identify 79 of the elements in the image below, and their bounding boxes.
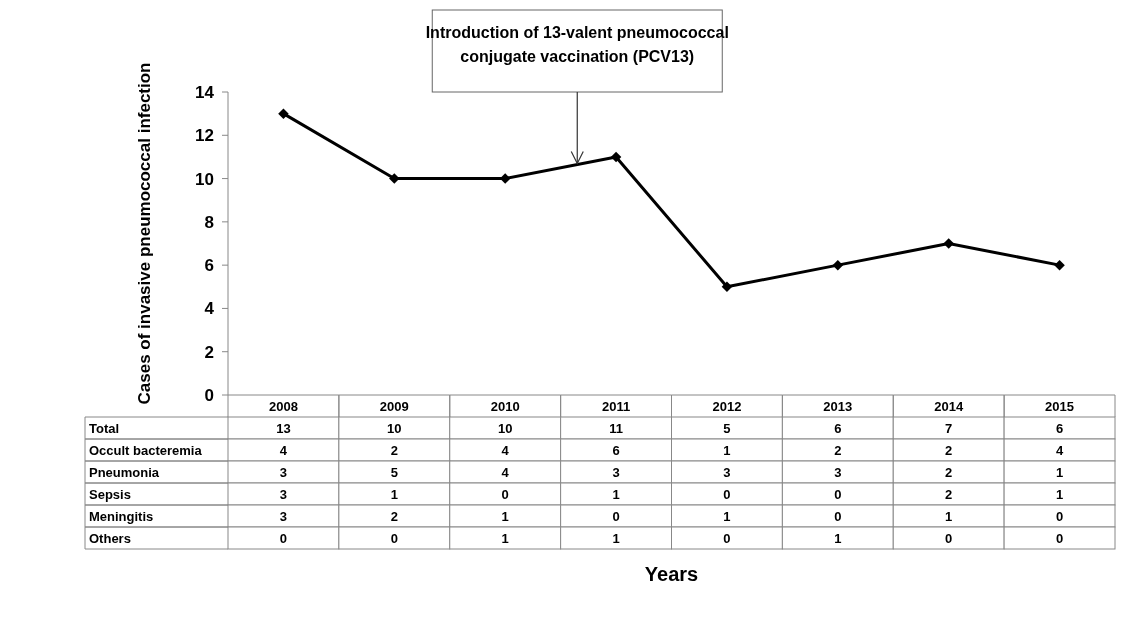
- data-label: 10: [497, 420, 513, 436]
- data-label: 0: [834, 486, 842, 502]
- data-label: 6: [834, 420, 842, 436]
- data-label: 0: [945, 530, 953, 546]
- x-tick-label: 2010: [490, 398, 520, 414]
- point: [943, 238, 954, 249]
- y-tick-label: 6: [204, 256, 214, 276]
- data-label: 0: [723, 530, 731, 546]
- y-tick-label: 8: [204, 212, 214, 232]
- x-axis-title: Years: [644, 563, 699, 585]
- y-tick-label: 12: [195, 126, 214, 146]
- data-label: 3: [279, 486, 288, 502]
- data-label: 4: [501, 442, 510, 458]
- data-label: 2: [390, 442, 398, 458]
- data-label: 0: [279, 530, 288, 546]
- data-label: 0: [1055, 508, 1064, 524]
- y-axis-title: Cases of invasive pneumococcal infection: [135, 62, 154, 405]
- data-label: 1: [723, 508, 731, 524]
- y-tick-label: 2: [204, 342, 214, 362]
- data-label: 1: [945, 508, 953, 524]
- point: [610, 151, 622, 163]
- y-tick-label: 4: [204, 299, 215, 319]
- data-label: 6: [612, 442, 620, 458]
- data-label: 11: [609, 420, 623, 436]
- point: [278, 108, 289, 119]
- data-label: 0: [612, 508, 620, 524]
- data-label: 13: [276, 420, 291, 436]
- data-label: 1: [834, 530, 842, 546]
- y-tick-label: Pneumonia: [89, 464, 160, 480]
- data-label: 3: [279, 464, 288, 480]
- y-tick-label: Occult bacteremia: [89, 442, 203, 458]
- data-label: 1: [1055, 464, 1064, 480]
- data-label: 2: [945, 442, 953, 458]
- text: Introduction of 13-valent pneumococcal conjugate vaccination (PCV13): [425, 23, 729, 65]
- x-tick-label: 2008: [268, 398, 298, 414]
- data-label: 3: [279, 508, 288, 524]
- data-label: 4: [279, 442, 288, 458]
- x-tick-label: 2012: [712, 398, 742, 414]
- data-label: 2: [945, 464, 953, 480]
- data-label: 1: [612, 530, 620, 546]
- data-label: 3: [834, 464, 842, 480]
- data-label: 7: [945, 420, 953, 436]
- data-label: 0: [501, 486, 509, 502]
- data-label: 4: [1055, 442, 1064, 458]
- data-label: 5: [723, 420, 731, 436]
- data-label: 3: [723, 464, 731, 480]
- data-label: 1: [390, 486, 398, 502]
- y-tick-label: 14: [195, 82, 215, 102]
- data-label: 2: [834, 442, 842, 458]
- data-label: 1: [723, 442, 731, 458]
- data-label: 1: [1055, 486, 1064, 502]
- data-label: 2: [390, 508, 398, 524]
- x-tick-label: 2009: [379, 398, 409, 414]
- data-label: 1: [501, 508, 509, 524]
- data-label: 0: [390, 530, 398, 546]
- y-tick-label: Others: [89, 530, 131, 546]
- data-label: 4: [501, 464, 510, 480]
- x-tick-label: 2015: [1045, 398, 1075, 414]
- data-label: 1: [501, 530, 509, 546]
- data-label: 0: [834, 508, 842, 524]
- data-label: 10: [387, 420, 402, 436]
- y-tick-label: 0: [204, 385, 214, 405]
- data-label: 2: [945, 486, 953, 502]
- data-label: 1: [612, 486, 620, 502]
- y-tick-label: Sepsis: [89, 486, 131, 502]
- x-tick-label: 2014: [934, 398, 964, 414]
- y-tick-label: 10: [195, 169, 214, 189]
- data-label: 0: [1055, 530, 1064, 546]
- y-tick-label: Meningitis: [89, 508, 154, 524]
- data-label: 0: [723, 486, 731, 502]
- point: [721, 281, 733, 293]
- point: [1054, 259, 1065, 271]
- x-tick-label: 2013: [823, 398, 853, 414]
- point: [832, 259, 844, 271]
- data-label: 6: [1055, 420, 1064, 436]
- x-tick-label: 2011: [601, 398, 631, 414]
- y-tick-label: Total: [89, 420, 120, 436]
- data-label: 3: [612, 464, 620, 480]
- data-label: 5: [390, 464, 398, 480]
